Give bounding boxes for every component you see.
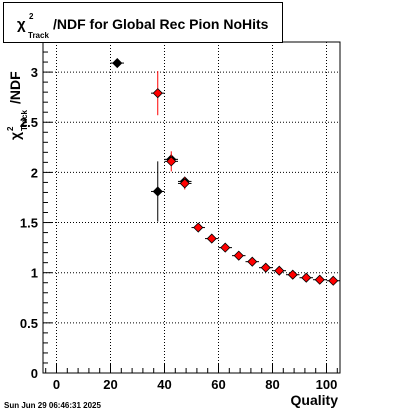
x-tick-label: 100	[316, 377, 338, 392]
chart-title: /NDF for Global Rec Pion NoHits	[53, 16, 269, 32]
x-tick-label: 0	[53, 377, 60, 392]
y-tick-label: 0.5	[20, 316, 38, 331]
y-axis-label-subscript: Track	[20, 110, 29, 131]
data-point-red	[193, 222, 204, 233]
data-point-black	[152, 186, 163, 197]
data-point-red	[233, 250, 244, 261]
y-axis-label-superscript: 2	[6, 126, 15, 131]
y-tick-label: 1	[31, 266, 38, 281]
x-axis-label: Quality	[291, 392, 339, 408]
data-point-red	[328, 275, 339, 286]
title-chi-symbol: χ	[17, 16, 26, 33]
x-tick-label: 20	[103, 377, 117, 392]
x-tick-label: 80	[265, 377, 279, 392]
data-point-red	[260, 262, 271, 273]
y-axis-label-symbol: χ	[7, 132, 23, 140]
data-point-red	[220, 242, 231, 253]
y-tick-label: 0	[31, 366, 38, 381]
data-point-red	[152, 88, 163, 99]
data-point-black	[112, 57, 123, 69]
data-point-red	[287, 269, 298, 280]
title-subscript: Track	[28, 31, 49, 40]
timestamp: Sun Jun 29 06:46:31 2025	[4, 401, 101, 410]
x-tick-label: 40	[157, 377, 171, 392]
y-tick-label: 1.5	[20, 216, 38, 231]
x-tick-label: 60	[211, 377, 225, 392]
data-point-red	[179, 178, 190, 189]
y-axis-label-suffix: /NDF	[7, 71, 23, 104]
data-point-red	[274, 265, 285, 276]
chart-title-box: χ 2 Track /NDF for Global Rec Pion NoHit…	[3, 2, 283, 43]
y-tick-label: 2.5	[20, 115, 38, 130]
y-tick-label: 2	[31, 165, 38, 180]
y-tick-label: 3	[31, 65, 38, 80]
data-point-red	[247, 256, 258, 267]
data-point-red	[206, 233, 217, 244]
data-point-red	[301, 272, 312, 283]
data-point-red	[314, 274, 325, 285]
title-superscript: 2	[29, 12, 34, 21]
data-point-red	[166, 156, 177, 167]
plot-area	[43, 42, 340, 373]
y-axis-label: χ2 Track/NDF	[6, 71, 29, 140]
